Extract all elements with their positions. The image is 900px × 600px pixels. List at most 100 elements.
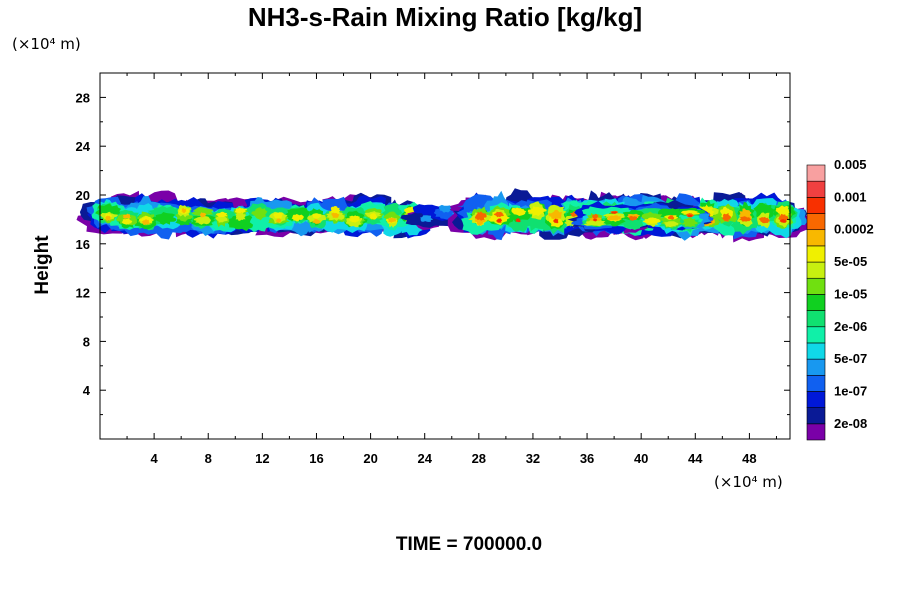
cloud-contour bbox=[474, 211, 487, 221]
cloud-contour bbox=[154, 212, 177, 225]
colorbar-swatch bbox=[806, 180, 826, 198]
cloud-contour bbox=[553, 218, 559, 224]
colorbar-swatch bbox=[806, 326, 826, 344]
x-tick-label: 32 bbox=[526, 451, 540, 466]
x-tick-label: 16 bbox=[309, 451, 323, 466]
cloud-contour bbox=[739, 216, 752, 222]
cloud-contour bbox=[680, 210, 700, 216]
plot-frame bbox=[99, 72, 791, 440]
colorbar-swatch bbox=[806, 197, 826, 214]
y-tick-label: 8 bbox=[83, 334, 90, 349]
x-tick-label: 4 bbox=[151, 451, 159, 466]
cloud-contour bbox=[419, 215, 434, 222]
cloud-contour bbox=[388, 217, 397, 223]
cloud-contour bbox=[312, 219, 321, 224]
cloud-contour bbox=[191, 207, 214, 217]
x-ticks: 4 8 12 16 20 24 28 32 36 40 44 48 bbox=[126, 73, 777, 466]
cloud-contour bbox=[642, 217, 661, 224]
cloud-contour bbox=[592, 218, 597, 222]
y-tick-label: 28 bbox=[76, 90, 90, 105]
colorbar: 2e-08 1e-07 5e-07 2e-06 1e-05 5e-05 0.0002 0.00… bbox=[806, 157, 874, 441]
colorbar-swatch bbox=[806, 310, 826, 328]
colorbar-swatch bbox=[806, 407, 826, 425]
cloud-contour bbox=[759, 216, 770, 224]
cloud-contour bbox=[488, 211, 511, 226]
x-tick-label: 20 bbox=[363, 451, 377, 466]
cloud-contour bbox=[251, 207, 268, 221]
colorbar-label: 2e-08 bbox=[834, 416, 867, 431]
cloud-contour bbox=[227, 212, 254, 232]
cloud-contour bbox=[105, 215, 111, 221]
cloud-contour bbox=[527, 206, 547, 217]
x-tick-label: 8 bbox=[205, 451, 212, 466]
cloud-contour bbox=[193, 215, 212, 225]
colorbar-label: 1e-07 bbox=[834, 383, 867, 398]
cloud-contour bbox=[663, 221, 679, 228]
colorbar-swatch bbox=[806, 164, 826, 182]
cloud-contour bbox=[779, 219, 787, 223]
colorbar-swatch bbox=[806, 374, 826, 392]
cloud-contour bbox=[199, 212, 207, 218]
colorbar-label: 1e-05 bbox=[834, 286, 867, 301]
cloud-contour bbox=[215, 211, 228, 218]
colorbar-swatch bbox=[806, 261, 826, 279]
x-tick-label: 48 bbox=[742, 451, 756, 466]
colorbar-swatch bbox=[806, 245, 826, 263]
cloud-contour bbox=[778, 213, 789, 223]
cloud-contour bbox=[273, 212, 284, 220]
cloud-contour bbox=[493, 211, 504, 218]
y-ticks: 4 8 12 16 20 24 28 bbox=[76, 90, 790, 416]
x-tick-label: 40 bbox=[634, 451, 648, 466]
colorbar-swatch bbox=[806, 423, 826, 441]
cloud-contour bbox=[291, 214, 304, 222]
cloud-contour bbox=[622, 218, 644, 230]
colorbar-label: 5e-05 bbox=[834, 254, 867, 269]
x-tick-label: 28 bbox=[472, 451, 486, 466]
cloud-contour bbox=[721, 213, 732, 222]
colorbar-swatch bbox=[806, 213, 826, 231]
cloud-contour bbox=[687, 214, 693, 218]
cloud-contour bbox=[284, 207, 311, 221]
y-tick-label: 12 bbox=[76, 286, 90, 301]
cloud-contour bbox=[667, 215, 675, 220]
colorbar-swatch bbox=[806, 342, 826, 360]
cloud-contour bbox=[775, 205, 790, 217]
cloud-contour bbox=[611, 211, 618, 214]
cloud-contour bbox=[583, 220, 607, 227]
x-units-label: (×10⁴ m) bbox=[714, 473, 783, 491]
cloud-contour bbox=[606, 215, 622, 221]
plot-background bbox=[100, 73, 790, 439]
cloud-contour bbox=[215, 216, 228, 223]
cloud-contour bbox=[511, 207, 527, 216]
cloud-contour bbox=[234, 207, 248, 214]
colorbar-swatch bbox=[806, 391, 826, 408]
colorbar-swatch bbox=[806, 294, 826, 311]
cloud-contour bbox=[515, 218, 521, 223]
cloud-contour bbox=[275, 218, 282, 224]
chart-title: NH3-s-Rain Mixing Ratio [kg/kg] bbox=[248, 2, 642, 32]
colorbar-label: 2e-06 bbox=[834, 319, 867, 334]
x-tick-label: 44 bbox=[688, 451, 703, 466]
y-tick-label: 16 bbox=[76, 237, 90, 252]
cloud-contour bbox=[548, 209, 563, 219]
cloud-contour bbox=[681, 217, 698, 227]
cloud-contour bbox=[122, 213, 131, 219]
y-axis-label: Height bbox=[32, 235, 53, 295]
colorbar-label: 0.005 bbox=[834, 157, 867, 172]
colorbar-label: 0.001 bbox=[834, 189, 867, 204]
cloud-contour bbox=[141, 219, 150, 225]
cloud-field bbox=[76, 188, 809, 243]
x-tick-label: 24 bbox=[417, 451, 432, 466]
cloud-contour bbox=[235, 212, 246, 221]
x-tick-label: 36 bbox=[580, 451, 594, 466]
colorbar-swatch bbox=[806, 229, 826, 247]
cloud-contour bbox=[331, 212, 340, 218]
cloud-contour bbox=[496, 218, 502, 223]
cloud-contour bbox=[349, 215, 360, 223]
y-tick-label: 4 bbox=[83, 383, 91, 398]
colorbar-swatch bbox=[806, 358, 826, 376]
colorbar-label: 5e-07 bbox=[834, 351, 867, 366]
colorbar-label: 0.0002 bbox=[834, 222, 874, 237]
